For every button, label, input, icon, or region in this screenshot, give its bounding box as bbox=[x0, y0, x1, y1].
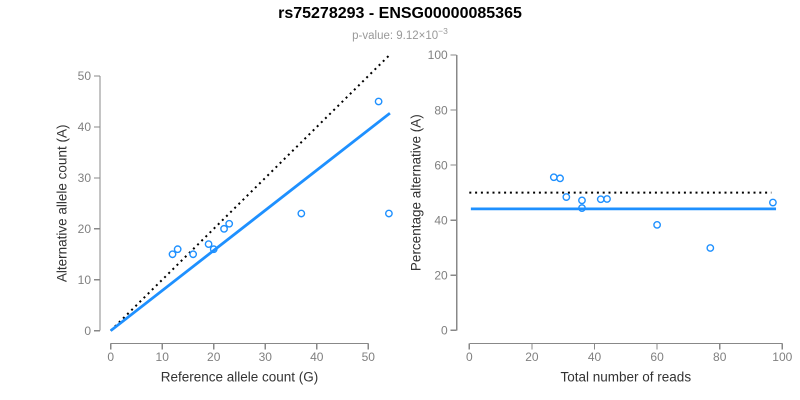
x-tick-label: 10 bbox=[156, 350, 170, 364]
y-tick-label: 0 bbox=[441, 324, 448, 338]
data-point bbox=[297, 209, 306, 218]
figure-title: rs75278293 - ENSG00000085365 bbox=[278, 5, 522, 22]
data-point bbox=[209, 245, 218, 254]
right-plot: 0 20 40 60 80 100 0 20 40 60 80 100 Total number of … bbox=[409, 48, 793, 384]
y-tick-label: 0 bbox=[84, 324, 91, 338]
regression-line bbox=[109, 112, 391, 332]
data-point bbox=[578, 204, 586, 212]
y-tick-label: 50 bbox=[78, 69, 92, 83]
y-tick-label: 40 bbox=[434, 213, 448, 227]
x-tick-label: 0 bbox=[466, 350, 473, 364]
x-axis-title: Reference allele count (G) bbox=[161, 370, 319, 385]
y-tick-label: 40 bbox=[78, 120, 92, 134]
y-axis-title: Alternative allele count (A) bbox=[55, 125, 70, 283]
x-axis-title: Total number of reads bbox=[561, 370, 692, 385]
pvalue-text: p-value: 9.12×10 bbox=[352, 29, 439, 42]
data-point bbox=[556, 174, 564, 183]
x-tick-label: 50 bbox=[362, 350, 376, 364]
y-tick-label: 100 bbox=[428, 48, 448, 62]
x-tick-label: 100 bbox=[772, 350, 792, 364]
data-point bbox=[385, 209, 393, 218]
data-point bbox=[769, 198, 777, 207]
data-point bbox=[225, 219, 234, 228]
data-point bbox=[204, 240, 213, 249]
data-point bbox=[603, 195, 611, 203]
data-point bbox=[578, 196, 586, 205]
identity-line bbox=[109, 52, 392, 332]
data-point bbox=[173, 245, 182, 254]
data-point bbox=[653, 220, 661, 229]
y-tick-label: 10 bbox=[78, 273, 92, 287]
left-plot: 0 10 20 30 40 50 0 10 20 30 40 50 Reference allele c… bbox=[55, 52, 393, 385]
x-tick-label: 0 bbox=[107, 350, 114, 364]
y-tick-label: 30 bbox=[78, 171, 92, 185]
y-tick-label: 20 bbox=[78, 222, 92, 236]
x-tick-label: 20 bbox=[525, 350, 539, 364]
x-tick-label: 30 bbox=[259, 350, 273, 364]
data-point bbox=[168, 250, 177, 259]
data-point bbox=[549, 173, 558, 182]
data-point bbox=[220, 224, 228, 233]
pvalue-exponent: −3 bbox=[438, 26, 448, 36]
y-tick-label: 60 bbox=[434, 158, 448, 172]
figure-subtitle: p-value: 9.12×10−3 bbox=[0, 26, 800, 42]
x-tick-label: 40 bbox=[588, 350, 602, 364]
data-point bbox=[596, 195, 605, 204]
x-tick-label: 40 bbox=[310, 350, 324, 364]
data-point bbox=[189, 250, 198, 259]
y-tick-label: 80 bbox=[434, 103, 448, 117]
data-point bbox=[706, 244, 715, 252]
x-tick-label: 80 bbox=[713, 350, 727, 364]
x-tick-label: 20 bbox=[207, 350, 221, 364]
x-tick-label: 60 bbox=[650, 350, 664, 364]
data-point bbox=[562, 193, 571, 201]
y-axis-title: Percentage alternative (A) bbox=[409, 114, 424, 271]
data-point bbox=[374, 97, 383, 106]
y-tick-label: 20 bbox=[434, 268, 448, 282]
